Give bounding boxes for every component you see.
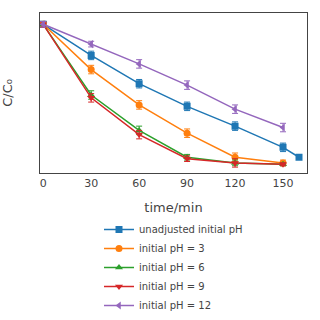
svg-text:0: 0 xyxy=(40,177,47,190)
svg-text:60: 60 xyxy=(132,177,146,190)
svg-text:30: 30 xyxy=(84,177,98,190)
svg-text:unadjusted initial pH: unadjusted initial pH xyxy=(139,224,243,235)
svg-text:90: 90 xyxy=(180,177,194,190)
svg-text:120: 120 xyxy=(225,177,246,190)
svg-text:C/C₀: C/C₀ xyxy=(0,79,15,107)
svg-text:initial pH = 9: initial pH = 9 xyxy=(139,281,205,292)
svg-text:150: 150 xyxy=(273,177,294,190)
svg-text:initial pH = 3: initial pH = 3 xyxy=(139,243,205,254)
svg-text:time/min: time/min xyxy=(144,200,202,215)
svg-text:initial pH = 6: initial pH = 6 xyxy=(139,262,205,273)
svg-text:initial pH = 12: initial pH = 12 xyxy=(139,300,211,311)
